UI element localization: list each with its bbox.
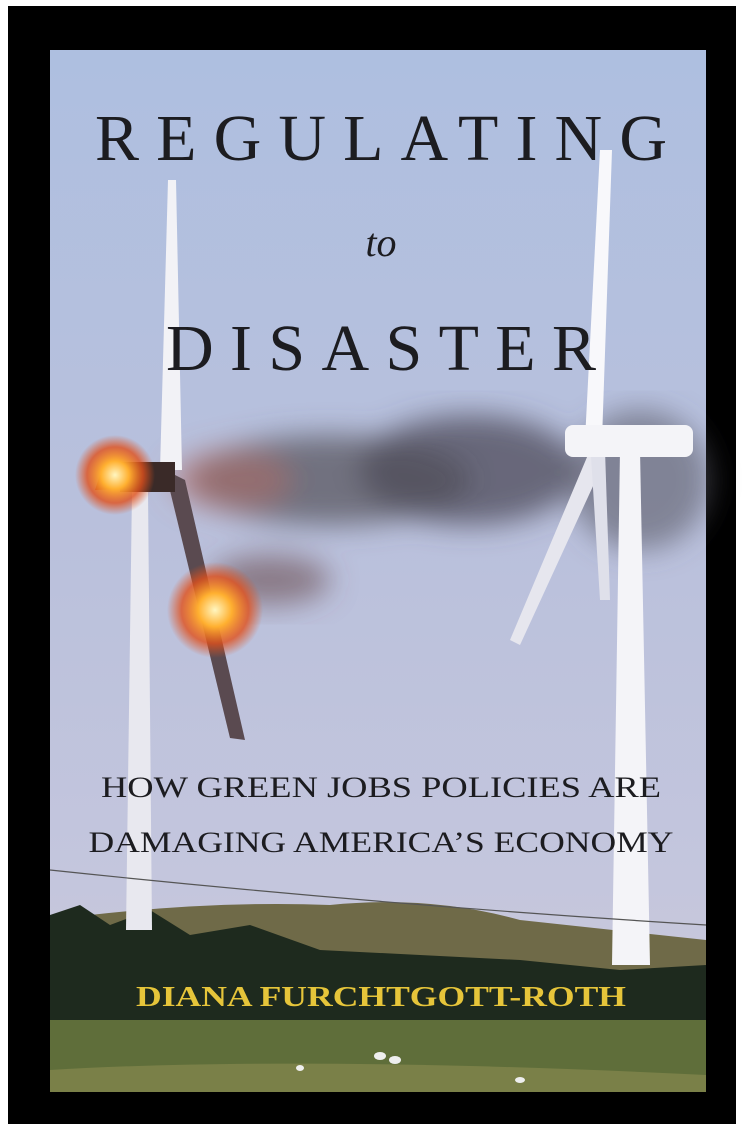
title-connector: to: [365, 220, 396, 265]
subtitle-line: DAMAGING AMERICA’S ECONOMY: [89, 826, 674, 859]
author: DIANA FURCHTGOTT-ROTH: [136, 981, 627, 1013]
subtitle-line: HOW GREEN JOBS POLICIES ARE: [101, 771, 661, 804]
title-line: REGULATING: [95, 102, 667, 175]
book-cover: REGULATING to DISASTER HOW GREEN JOBS PO…: [0, 0, 745, 1130]
